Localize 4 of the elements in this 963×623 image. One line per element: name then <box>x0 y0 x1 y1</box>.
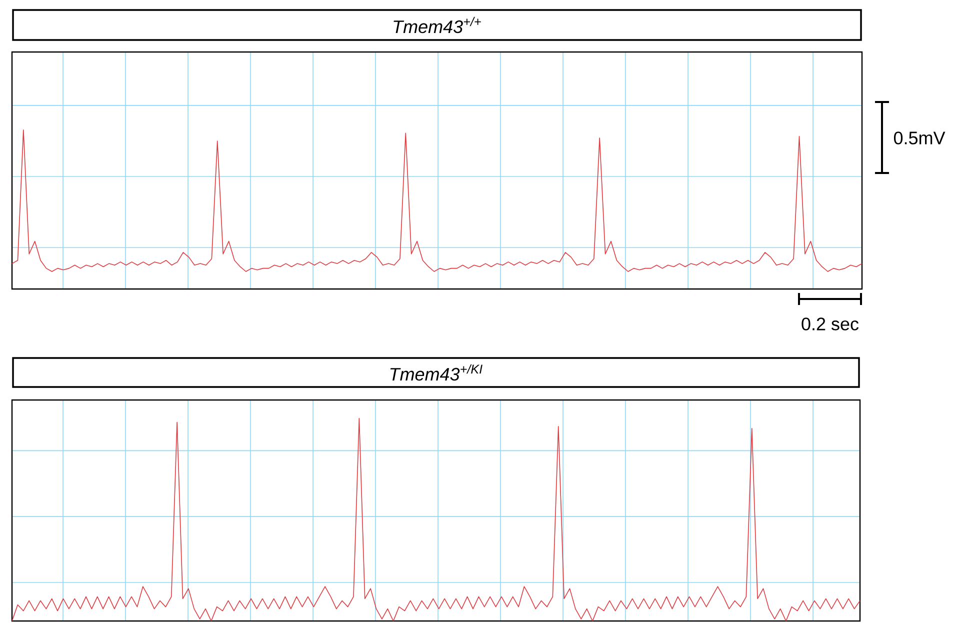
text: 0.2 sec <box>802 318 859 330</box>
text: 0.5mV <box>894 132 946 144</box>
chart-title: Tmem43$^{+/KI}$ <box>390 364 482 381</box>
chart-title: Tmem43$^{+/+}$ <box>394 16 481 34</box>
